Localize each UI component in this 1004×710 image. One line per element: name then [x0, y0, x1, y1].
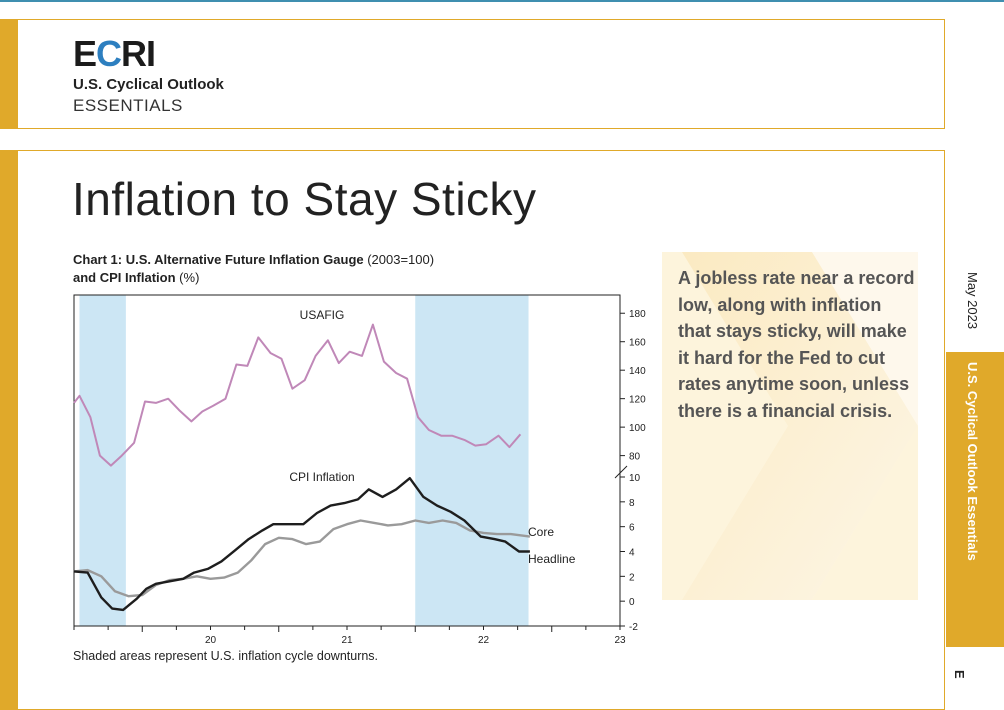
y-tick-label-lower: 2	[629, 572, 635, 583]
series-line-headline	[73, 477, 530, 612]
series-annotation-3: Headline	[528, 552, 576, 566]
sidebar-cut-letter: E	[952, 670, 967, 679]
series-line-usafig	[73, 323, 522, 467]
sidebar-section-label: U.S. Cyclical Outlook Essentials	[965, 362, 980, 561]
x-tick-label: 23	[614, 635, 626, 646]
brand-subtitle: U.S. Cyclical Outlook	[73, 76, 224, 93]
x-tick-label: 21	[341, 635, 353, 646]
chart-title: Chart 1: U.S. Alternative Future Inflati…	[73, 252, 435, 285]
y-tick-label-lower: 10	[629, 473, 641, 484]
main-accent-bar	[0, 150, 17, 710]
y-tick-label-upper: 120	[629, 395, 646, 406]
series-annotation-0: USAFIG	[300, 308, 345, 322]
header-accent-bar	[0, 19, 17, 129]
x-tick-label: 20	[205, 635, 217, 646]
y-tick-label-upper: 180	[629, 309, 646, 320]
x-tick-label: 22	[478, 635, 490, 646]
y-tick-label-lower: -2	[629, 622, 638, 633]
series-line-core	[73, 519, 531, 598]
y-tick-label-lower: 8	[629, 498, 635, 509]
chart-footnote: Shaded areas represent U.S. inflation cy…	[73, 649, 379, 663]
sidebar-date: May 2023	[965, 272, 980, 330]
sidebar-section-band	[946, 352, 1004, 647]
series-annotation-1: CPI Inflation	[289, 470, 354, 484]
y-tick-label-upper: 100	[629, 423, 646, 434]
page-title: Inflation to Stay Sticky	[72, 173, 537, 225]
callout-chevron-graphic	[662, 252, 918, 600]
series-annotation-2: Core	[528, 525, 554, 539]
y-tick-label-lower: 4	[629, 548, 635, 559]
y-tick-label-lower: 6	[629, 523, 635, 534]
callout-text: A jobless rate near a record low, along …	[678, 268, 915, 421]
y-tick-label-lower: 0	[629, 597, 635, 608]
top-rule	[0, 0, 1004, 2]
header-box: ECRI U.S. Cyclical Outlook ESSENTIALS	[17, 19, 945, 129]
y-tick-label-upper: 80	[629, 452, 641, 463]
y-tick-label-upper: 160	[629, 338, 646, 349]
y-tick-label-upper: 140	[629, 366, 646, 377]
ecri-logo: ECRI	[73, 33, 156, 74]
inflation-chart: 80 100 120 140 160 180 -2 0 2 4 6 8 10 20 21 22 23 USAFI…	[73, 294, 646, 646]
axis-break-mark	[614, 465, 628, 479]
plot-frame	[73, 294, 621, 627]
brand-subtitle-essentials: ESSENTIALS	[73, 96, 183, 115]
downturn-shade-1	[415, 295, 529, 626]
